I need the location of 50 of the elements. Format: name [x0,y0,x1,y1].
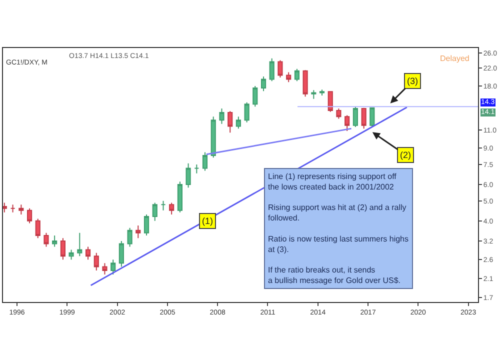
candlestick [278,60,283,78]
candlestick [252,86,258,108]
candlestick [344,114,350,132]
candlestick [60,238,66,260]
candlestick [44,232,49,248]
annotation: (3) [407,76,418,86]
candlestick [194,164,200,174]
annotation: (1) [202,216,213,226]
candlestick [219,108,224,124]
candlestick [144,214,150,236]
candlestick [202,152,208,172]
candlestick [110,259,116,276]
candlestick [3,202,7,213]
candlestick [361,107,366,130]
candlestick [228,110,233,134]
candlestick [286,72,292,83]
candlestick [311,90,316,100]
candlestick [152,202,158,222]
candlestick [169,202,174,215]
candlestick [336,108,342,120]
candlestick [102,262,108,276]
candlestick [269,58,274,82]
candlestick [18,204,24,215]
annotation: (2) [400,150,411,160]
candlestick [244,102,250,123]
candlestick [85,246,91,260]
candlestick [260,76,266,92]
text: Line (1) represents rising support off the lows created back in 2001/2002 Rising support was hit at (2) and a rally followed. Ratio is now testing last summers highs at (3). If the ratio breaks out, it sends a bullish message for Gold over US$. [268,172,408,285]
candlestick [210,116,216,158]
candlestick [352,106,358,128]
candlestick [186,162,191,188]
candlestick [127,227,132,248]
candlestick [35,218,40,239]
candlestick [136,225,141,239]
candlestick [177,181,182,213]
candlestick [294,68,300,82]
candlestick [94,252,99,272]
annotation: Delayed [440,54,470,63]
candlestick [68,249,74,260]
candlestick [160,200,166,211]
candlestick [10,204,16,213]
candlestick [370,107,375,128]
candlestick [27,208,32,224]
candlestick [328,90,333,112]
candlestick [319,89,325,96]
candlestick [302,70,308,98]
candlestick [77,232,82,257]
candlestick [118,240,124,268]
candlestick [52,235,58,248]
candlestick [236,116,241,130]
